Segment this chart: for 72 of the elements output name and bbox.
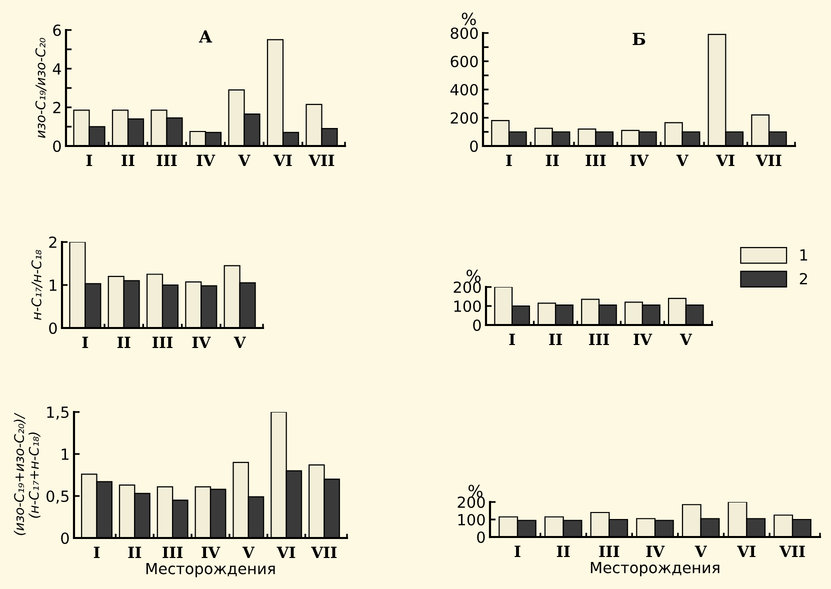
legend-label: 2 xyxy=(800,272,807,284)
y-tick-label: 600 xyxy=(450,56,478,68)
x-tick-label: VI xyxy=(273,154,292,166)
x-tick-label: VI xyxy=(737,546,756,557)
y-tick-label: 1 xyxy=(50,280,56,291)
x-tick-label: V xyxy=(676,154,688,166)
y-tick-label: 4 xyxy=(52,63,61,74)
y-axis-title: % xyxy=(462,12,476,26)
x-tick-label: II xyxy=(546,154,559,166)
y-axis-title: % xyxy=(466,270,481,282)
x-tick-label: VI xyxy=(276,546,296,558)
x-tick-label: III xyxy=(599,546,620,557)
y-tick-label: 0,5 xyxy=(46,490,68,504)
y-tick-label: 0 xyxy=(477,531,485,544)
y-tick-label: 6 xyxy=(53,24,61,36)
x-tick-label: V xyxy=(242,546,255,558)
y-tick-label: 1,5 xyxy=(47,406,68,420)
x-tick-label: III xyxy=(162,546,183,558)
x-tick-label: IV xyxy=(630,154,649,166)
x-tick-label: III xyxy=(152,336,173,348)
x-tick-label: VII xyxy=(779,546,805,557)
x-tick-label: III xyxy=(586,154,606,166)
x-tick-label: V xyxy=(238,154,250,166)
x-tick-label: III xyxy=(588,334,610,345)
x-tick-label: V xyxy=(694,546,707,557)
x-tick-label: II xyxy=(128,546,142,558)
x-tick-label: I xyxy=(94,546,100,558)
y-axis-title: (изо-C₁₉+изо-C₂₀)/ (н-C₁₇+н-C₁₈) xyxy=(14,412,40,536)
x-tick-label: VII xyxy=(756,154,782,166)
chart-title: Б xyxy=(632,32,646,46)
y-tick-label: 200 xyxy=(454,281,481,294)
y-tick-label: 800 xyxy=(450,27,478,40)
x-tick-label: II xyxy=(117,336,130,348)
y-tick-label: 100 xyxy=(458,514,485,526)
y-tick-label: 2 xyxy=(53,102,60,114)
y-axis-title: изо-C₁₉/изо-C₂₀ xyxy=(35,38,46,138)
y-tick-label: 200 xyxy=(458,496,485,508)
x-tick-label: I xyxy=(82,336,88,348)
y-tick-label: 400 xyxy=(450,84,478,96)
x-tick-label: IV xyxy=(192,336,211,348)
x-tick-label: IV xyxy=(202,546,220,558)
y-tick-label: 200 xyxy=(450,112,478,124)
x-tick-label: IV xyxy=(196,154,216,166)
y-tick-label: 0 xyxy=(49,322,57,334)
x-tick-label: II xyxy=(549,334,562,345)
x-tick-label: II xyxy=(556,546,570,557)
chart-title: А xyxy=(198,30,212,43)
x-tick-label: VII xyxy=(311,546,337,558)
x-tick-label: III xyxy=(156,154,177,166)
x-tick-label: I xyxy=(86,154,92,166)
legend-label: 1 xyxy=(800,249,808,260)
y-axis-title: н-C₁₇/н-C₁₈ xyxy=(31,250,42,320)
x-tick-label: I xyxy=(509,334,515,345)
x-tick-label: VI xyxy=(716,154,734,166)
y-tick-label: 0 xyxy=(53,140,61,152)
x-tick-label: I xyxy=(514,546,520,557)
y-tick-label: 100 xyxy=(454,300,481,312)
x-axis-title: Месторождения xyxy=(590,562,720,576)
x-tick-label: I xyxy=(506,154,512,166)
x-tick-label: V xyxy=(234,336,246,348)
y-tick-label: 1 xyxy=(62,448,68,460)
x-tick-label: VII xyxy=(308,154,334,166)
y-axis-title: % xyxy=(468,484,482,498)
x-tick-label: IV xyxy=(646,546,665,557)
y-tick-label: 2 xyxy=(49,236,56,248)
y-tick-label: 0 xyxy=(470,140,478,152)
y-tick-label: 0 xyxy=(61,532,69,544)
x-axis-title: Месторождения xyxy=(146,562,275,578)
x-tick-label: V xyxy=(680,334,692,345)
y-tick-label: 0 xyxy=(473,319,481,332)
x-tick-label: II xyxy=(122,154,134,166)
x-tick-label: IV xyxy=(634,334,652,345)
